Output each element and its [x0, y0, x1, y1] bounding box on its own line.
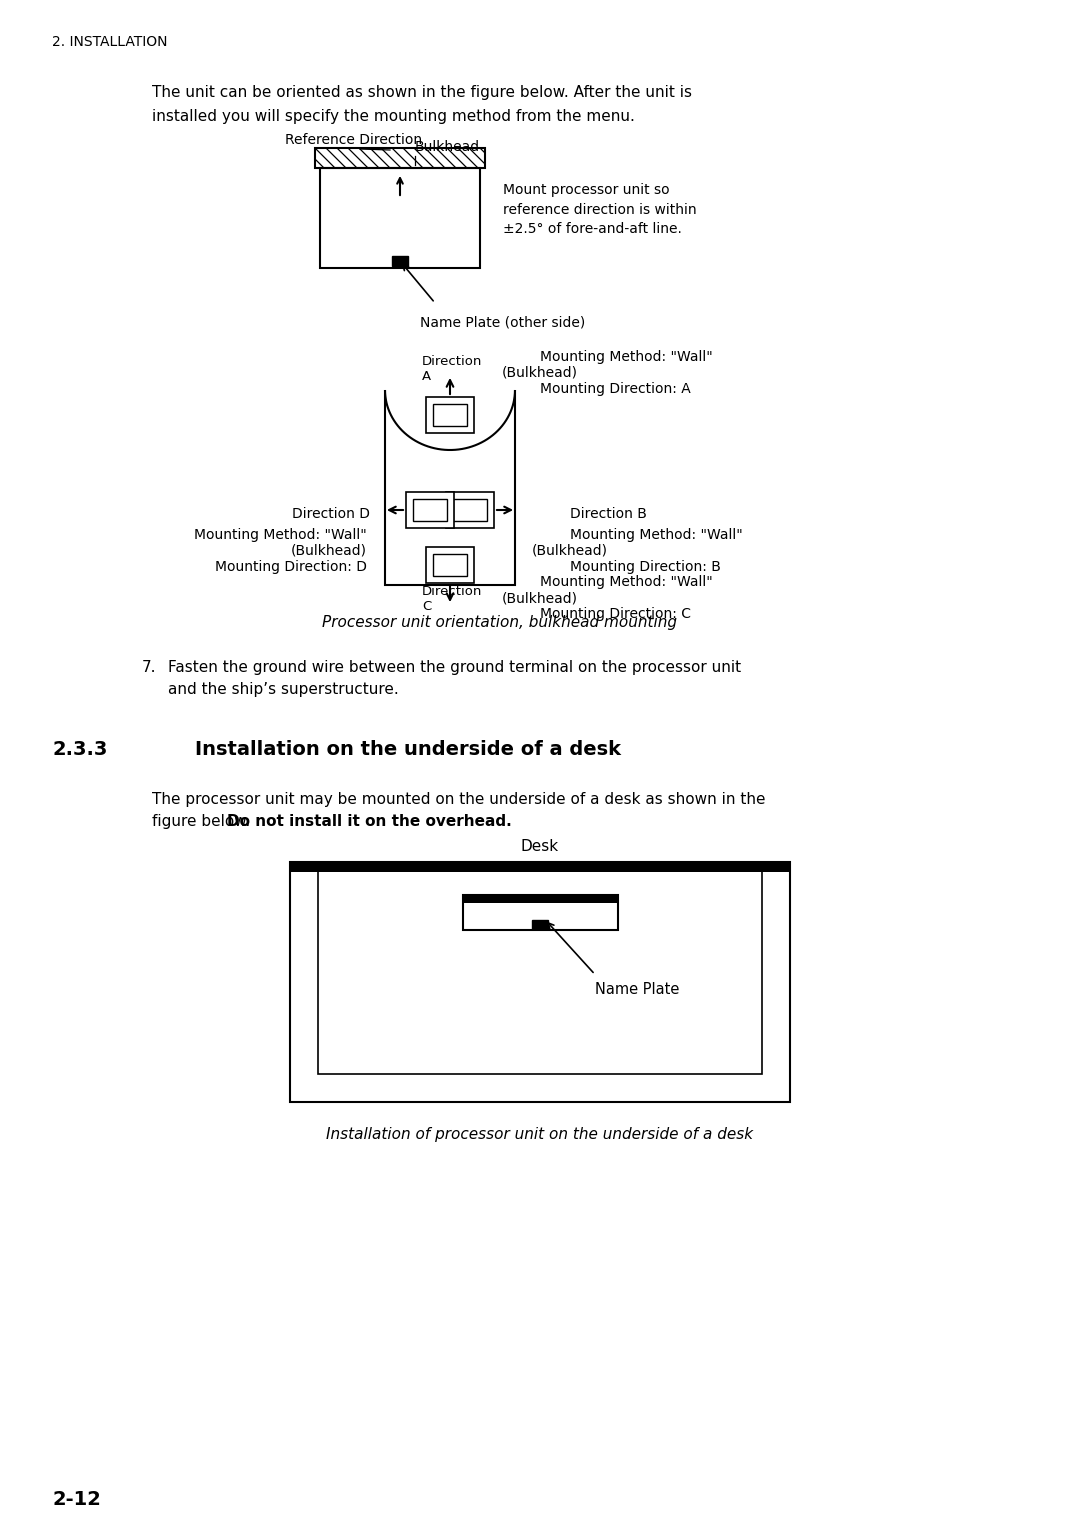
Text: Direction: Direction: [422, 354, 483, 368]
Text: Desk: Desk: [521, 839, 559, 854]
Text: Direction B: Direction B: [570, 507, 647, 521]
Text: Mounting Direction: D: Mounting Direction: D: [215, 559, 367, 575]
Text: 2. INSTALLATION: 2. INSTALLATION: [52, 35, 167, 49]
Polygon shape: [384, 390, 515, 585]
Text: Fasten the ground wire between the ground terminal on the processor unit: Fasten the ground wire between the groun…: [168, 660, 741, 675]
Text: Mounting Method: "Wall": Mounting Method: "Wall": [570, 529, 743, 542]
Bar: [392, 257, 408, 266]
Bar: [318, 862, 762, 1074]
Text: and the ship’s superstructure.: and the ship’s superstructure.: [168, 681, 399, 697]
Text: 2.3.3: 2.3.3: [52, 740, 107, 759]
Text: (Bulkhead): (Bulkhead): [532, 544, 608, 558]
Text: Processor unit orientation, bulkhead mounting: Processor unit orientation, bulkhead mou…: [323, 614, 677, 630]
Bar: [315, 148, 485, 168]
Bar: [453, 500, 487, 521]
Bar: [433, 555, 467, 576]
Bar: [426, 547, 474, 584]
Text: Name Plate: Name Plate: [595, 983, 679, 998]
Bar: [291, 862, 789, 872]
Text: Mount processor unit so
reference direction is within
±2.5° of fore-and-aft line: Mount processor unit so reference direct…: [503, 183, 697, 235]
Bar: [291, 862, 789, 1102]
Text: Mounting Direction: A: Mounting Direction: A: [540, 382, 691, 396]
Text: The unit can be oriented as shown in the figure below. After the unit is: The unit can be oriented as shown in the…: [152, 86, 692, 99]
Text: Do not install it on the overhead.: Do not install it on the overhead.: [227, 814, 512, 830]
Text: (Bulkhead): (Bulkhead): [291, 544, 367, 558]
Text: Mounting Method: "Wall": Mounting Method: "Wall": [194, 529, 367, 542]
Text: Bulkhead: Bulkhead: [415, 141, 481, 154]
Bar: [462, 895, 618, 931]
Text: A: A: [422, 370, 431, 384]
Text: The processor unit may be mounted on the underside of a desk as shown in the: The processor unit may be mounted on the…: [152, 792, 766, 807]
Bar: [532, 920, 548, 929]
Text: Direction: Direction: [422, 585, 483, 597]
Bar: [413, 500, 447, 521]
Bar: [320, 168, 480, 267]
Text: figure below.: figure below.: [152, 814, 255, 830]
Text: 2-12: 2-12: [52, 1490, 100, 1510]
Text: Mounting Method: "Wall": Mounting Method: "Wall": [540, 575, 713, 588]
Text: Name Plate (other side): Name Plate (other side): [420, 315, 585, 329]
Text: Mounting Direction: B: Mounting Direction: B: [570, 559, 720, 575]
Bar: [406, 492, 454, 529]
Text: 7.: 7.: [141, 660, 157, 675]
Bar: [446, 492, 494, 529]
Text: installed you will specify the mounting method from the menu.: installed you will specify the mounting …: [152, 108, 635, 124]
Bar: [426, 397, 474, 432]
Text: Mounting Method: "Wall": Mounting Method: "Wall": [540, 350, 713, 364]
Text: (Bulkhead): (Bulkhead): [502, 367, 578, 380]
Bar: [315, 148, 485, 168]
Text: Installation of processor unit on the underside of a desk: Installation of processor unit on the un…: [326, 1128, 754, 1141]
Bar: [462, 895, 618, 903]
Text: C: C: [422, 601, 431, 613]
Text: Mounting Direction: C: Mounting Direction: C: [540, 607, 691, 620]
Text: Direction D: Direction D: [292, 507, 370, 521]
Text: Reference Direction: Reference Direction: [285, 133, 422, 147]
Text: Installation on the underside of a desk: Installation on the underside of a desk: [195, 740, 621, 759]
Bar: [433, 403, 467, 426]
Text: (Bulkhead): (Bulkhead): [502, 591, 578, 605]
